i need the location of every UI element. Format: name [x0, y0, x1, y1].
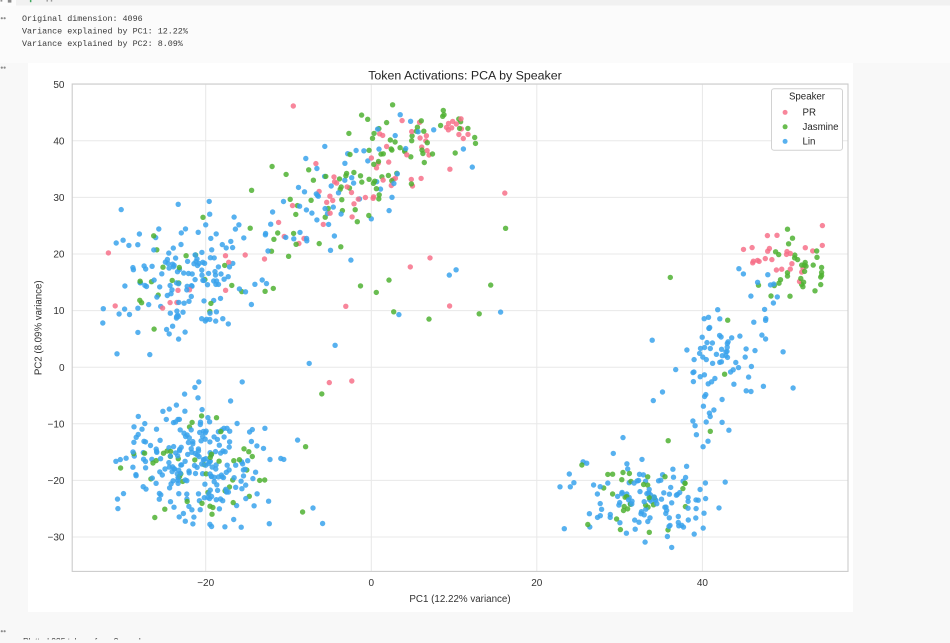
svg-text:PR: PR	[803, 108, 816, 119]
svg-text:Variance explained by PC2: 8.0: Variance explained by PC2: 8.09%	[22, 39, 184, 49]
svg-text:Jasmine: Jasmine	[803, 122, 839, 133]
svg-text:PC1 (12.22% variance): PC1 (12.22% variance)	[409, 594, 510, 605]
svg-text:−20: −20	[197, 578, 214, 589]
svg-text:0: 0	[59, 363, 65, 374]
svg-text:0: 0	[369, 578, 375, 589]
svg-text:Lin: Lin	[803, 137, 816, 148]
svg-text:Variance explained by PC1: 12.: Variance explained by PC1: 12.22%	[22, 27, 189, 37]
svg-text:−20: −20	[48, 476, 65, 487]
svg-text:20: 20	[531, 578, 543, 589]
svg-text:PC2 (8.09% variance): PC2 (8.09% variance)	[34, 280, 45, 375]
svg-text:30: 30	[53, 193, 65, 204]
svg-text:−10: −10	[48, 419, 65, 430]
svg-text:−30: −30	[48, 533, 65, 544]
svg-text:20: 20	[53, 250, 65, 261]
svg-text:40: 40	[697, 578, 709, 589]
svg-text:10: 10	[53, 306, 65, 317]
svg-text:50: 50	[53, 80, 65, 91]
svg-text:Speaker: Speaker	[789, 92, 826, 103]
svg-text:Original dimension: 4096: Original dimension: 4096	[22, 14, 143, 24]
svg-text:40: 40	[53, 136, 65, 147]
svg-text:Token Activations: PCA by Spea: Token Activations: PCA by Speaker	[368, 69, 562, 83]
